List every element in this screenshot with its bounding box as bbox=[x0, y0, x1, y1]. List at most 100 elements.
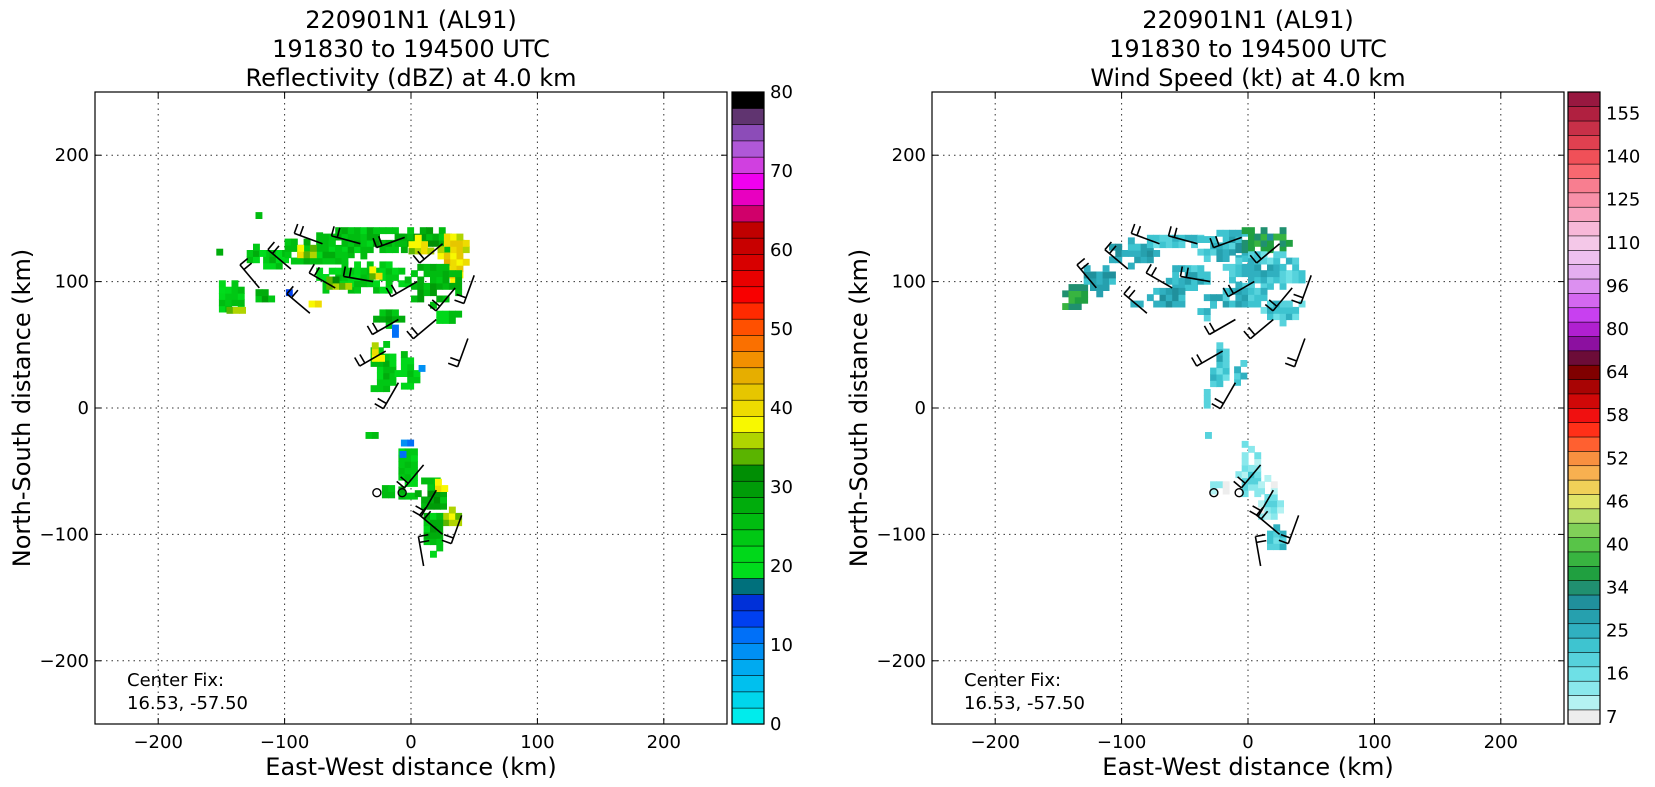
echo-pixel bbox=[1062, 290, 1070, 298]
echo-pixel bbox=[450, 258, 458, 266]
echo-pixel bbox=[328, 251, 336, 259]
echo-pixel bbox=[1260, 239, 1268, 247]
echo-pixel bbox=[378, 354, 385, 362]
colorbar-swatch bbox=[731, 156, 765, 174]
echo-pixel bbox=[316, 232, 324, 240]
echo-pixel bbox=[1153, 234, 1161, 242]
colorbar-swatch bbox=[1567, 120, 1601, 136]
echo-pixel bbox=[407, 227, 415, 235]
echo-pixel bbox=[411, 454, 418, 462]
colorbar-swatch bbox=[731, 707, 765, 725]
echo-pixel bbox=[407, 357, 415, 365]
colorbar-swatch bbox=[1567, 264, 1601, 280]
echo-pixel bbox=[400, 239, 408, 247]
echo-pixel bbox=[261, 295, 269, 303]
echo-pixel bbox=[269, 262, 277, 270]
echo-pixel bbox=[246, 256, 254, 264]
colorbar-swatch bbox=[1567, 192, 1601, 208]
colorbar-tick-label: 46 bbox=[1606, 491, 1629, 512]
echo-pixel bbox=[237, 286, 245, 294]
echo-pixel bbox=[436, 525, 444, 533]
center-fix-marker bbox=[1234, 487, 1244, 498]
echo-pixel bbox=[385, 261, 393, 269]
echo-pixel bbox=[237, 293, 245, 300]
echo-pixel bbox=[1153, 250, 1161, 257]
colorbar-swatch bbox=[731, 367, 765, 385]
echo-pixel bbox=[448, 506, 456, 514]
echo-pixel bbox=[435, 478, 442, 486]
echo-pixel bbox=[411, 473, 418, 481]
echo-pixel bbox=[1298, 276, 1306, 284]
colorbar-swatch bbox=[731, 448, 765, 466]
echo-pixel bbox=[275, 262, 283, 270]
echo-pixel bbox=[328, 257, 336, 265]
echo-pixel bbox=[433, 490, 441, 498]
x-tick-label: −100 bbox=[1097, 732, 1146, 753]
echo-pixel bbox=[407, 370, 415, 377]
echo-pixel bbox=[400, 382, 408, 390]
colorbar-tick-label: 25 bbox=[1606, 621, 1629, 642]
wind-barb bbox=[1255, 506, 1281, 536]
wind-barb bbox=[1233, 464, 1262, 489]
echo-pixel bbox=[1216, 354, 1224, 362]
echo-pixel bbox=[450, 233, 458, 241]
colorbar-swatch bbox=[1567, 465, 1601, 481]
echo-pixel bbox=[421, 241, 428, 249]
echo-pixel bbox=[1260, 276, 1268, 284]
echo-pixel bbox=[1285, 257, 1293, 265]
echo-pixel bbox=[1241, 471, 1249, 479]
echo-pixel bbox=[255, 295, 263, 303]
echo-pixel bbox=[218, 299, 226, 307]
echo-pixel bbox=[1279, 306, 1287, 314]
echo-pixel bbox=[373, 239, 380, 247]
echo-pixel bbox=[436, 310, 444, 318]
wind-barb bbox=[396, 464, 425, 489]
reflectivity-panel: 220901N1 (AL91)191830 to 194500 UTCRefle… bbox=[8, 6, 793, 781]
echo-pixel bbox=[1146, 250, 1154, 257]
echo-pixel bbox=[1298, 270, 1306, 278]
wind-barb bbox=[441, 515, 463, 545]
chart-title-line: 191830 to 194500 UTC bbox=[1109, 35, 1387, 63]
echo-pixel bbox=[1210, 367, 1217, 375]
echo-pixel bbox=[1127, 243, 1135, 251]
colorbar-swatch bbox=[1567, 479, 1601, 495]
colorbar-swatch bbox=[731, 383, 765, 401]
echo-pixel bbox=[423, 270, 431, 278]
colorbar-swatch bbox=[1567, 235, 1601, 251]
echo-pixel bbox=[1248, 251, 1255, 259]
echo-pixel bbox=[385, 286, 393, 294]
echo-pixel bbox=[426, 239, 434, 247]
echo-pixel bbox=[341, 227, 349, 235]
echo-pixel bbox=[1096, 271, 1104, 279]
echo-pixel bbox=[394, 370, 402, 377]
echo-pixel bbox=[455, 282, 463, 290]
colorbar-frame bbox=[731, 91, 765, 725]
colorbar-tick-label: 10 bbox=[770, 635, 793, 656]
echo-pixel bbox=[404, 461, 412, 468]
echo-pixel bbox=[360, 246, 368, 254]
wind-barb bbox=[1291, 275, 1312, 305]
echo-pixel bbox=[1235, 242, 1243, 250]
echo-pixel bbox=[1279, 233, 1287, 241]
x-tick-label: 0 bbox=[1242, 732, 1253, 753]
echo-pixel bbox=[1068, 284, 1076, 291]
chart-title-line: Wind Speed (kt) at 4.0 km bbox=[1090, 64, 1405, 92]
echo-pixel bbox=[366, 261, 374, 269]
echo-pixel bbox=[411, 461, 418, 468]
echo-pixel bbox=[370, 385, 378, 393]
colorbar-swatch bbox=[1567, 422, 1601, 438]
colorbar-swatch bbox=[1567, 709, 1601, 725]
colorbar-swatch bbox=[1567, 364, 1601, 380]
echo-pixel bbox=[455, 276, 463, 284]
wind-barb bbox=[1203, 318, 1236, 336]
echo-pixel bbox=[1241, 263, 1249, 271]
echo-pixel bbox=[360, 267, 368, 275]
echo-pixel bbox=[290, 244, 298, 252]
colorbar-swatch bbox=[731, 594, 765, 612]
echo-pixel bbox=[392, 309, 399, 317]
echo-pixel bbox=[442, 310, 450, 318]
echo-pixel bbox=[440, 496, 447, 504]
echo-pixel bbox=[1234, 378, 1241, 386]
x-axis-label: East-West distance (km) bbox=[265, 753, 556, 781]
echo-pixel bbox=[347, 239, 355, 247]
